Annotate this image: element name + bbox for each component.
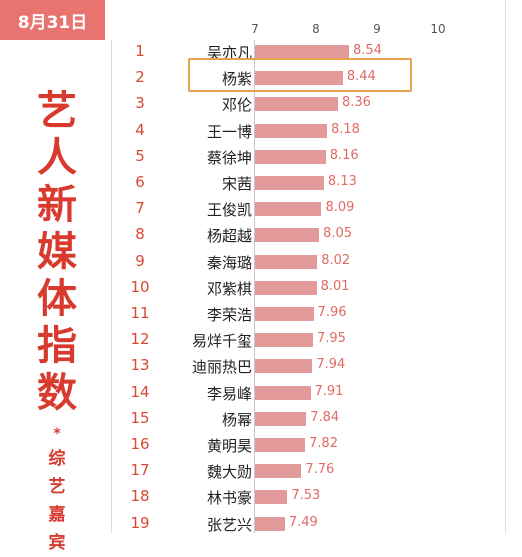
side-title-char: 媒 <box>37 229 77 275</box>
rank-number: 5 <box>135 146 145 165</box>
bar <box>255 385 311 400</box>
category-label: 林书豪 <box>206 489 252 508</box>
bar <box>255 71 343 86</box>
x-tick-label: 7 <box>251 22 259 36</box>
category-label: 蔡徐坤 <box>206 148 252 167</box>
x-tick-label: 9 <box>373 22 381 36</box>
rank-number: 1 <box>135 42 145 60</box>
category-label: 邓伦 <box>221 96 252 115</box>
category-label: 王一博 <box>206 122 252 141</box>
value-label: 7.91 <box>314 383 344 399</box>
value-label: 8.13 <box>327 174 357 189</box>
value-label: 7.84 <box>310 409 340 425</box>
category-label: 宋茜 <box>221 175 252 193</box>
value-label: 8.09 <box>325 200 355 216</box>
category-label: 邓紫棋 <box>206 279 252 298</box>
side-subtitle-char: 嘉 <box>48 505 66 525</box>
rank-number: 7 <box>135 199 145 218</box>
side-subtitle-char: 综 <box>48 449 66 469</box>
highlight-box <box>188 58 412 92</box>
bar <box>255 464 302 479</box>
rank-number: 16 <box>130 435 150 453</box>
bar <box>255 280 317 295</box>
category-label: 秦海璐 <box>206 253 252 272</box>
value-label: 7.96 <box>317 305 347 320</box>
value-label: 7.95 <box>316 331 346 347</box>
value-label: 7.94 <box>316 357 346 373</box>
bar <box>255 307 314 321</box>
x-tick-label: 8 <box>312 22 320 36</box>
rank-number: 17 <box>130 461 150 480</box>
rank-number: 19 <box>130 513 150 532</box>
value-label: 8.18 <box>330 121 360 137</box>
rank-number: 10 <box>130 277 150 296</box>
date-badge: 8月31日 <box>0 0 105 40</box>
category-label: 王俊凯 <box>206 201 252 220</box>
bar <box>255 438 306 452</box>
value-label: 7.53 <box>291 488 321 504</box>
category-label: 吴亦凡 <box>206 44 252 62</box>
rank-number: 11 <box>130 304 150 322</box>
side-title-char: 艺 <box>37 88 77 134</box>
value-label: 7.49 <box>288 514 318 530</box>
right-border <box>505 0 506 533</box>
rank-number: 9 <box>135 251 145 270</box>
bar <box>255 45 349 59</box>
value-label: 8.44 <box>346 69 376 85</box>
value-label: 8.05 <box>323 226 352 242</box>
value-label: 8.54 <box>352 43 382 58</box>
side-title-char: 新 <box>37 182 77 228</box>
bar <box>255 149 326 164</box>
divider <box>111 40 112 533</box>
category-label: 李荣浩 <box>206 306 252 324</box>
side-subtitle-char: 宾 <box>48 533 66 553</box>
bar <box>255 359 313 374</box>
rank-number: 2 <box>135 68 145 87</box>
side-subtitle-char: 艺 <box>48 477 66 497</box>
value-label: 7.76 <box>305 462 335 478</box>
x-tick-label: 10 <box>430 22 446 36</box>
side-title: 艺人新媒体指数 * 综艺嘉宾 <box>25 88 89 557</box>
rank-number: 6 <box>135 173 145 191</box>
category-label: 杨超越 <box>206 227 252 246</box>
bar <box>255 123 327 138</box>
rank-number: 14 <box>130 382 150 401</box>
category-label: 李易峰 <box>206 384 252 403</box>
bar <box>255 228 320 243</box>
category-label: 张艺兴 <box>206 515 252 534</box>
rank-number: 18 <box>130 487 150 506</box>
value-label: 8.02 <box>321 252 351 268</box>
rank-number: 8 <box>135 225 145 244</box>
bar <box>255 97 338 112</box>
side-title-mark: * <box>53 426 61 442</box>
category-label: 杨幂 <box>221 410 252 429</box>
category-label: 魏大勋 <box>206 463 252 482</box>
bar <box>255 333 313 348</box>
side-title-char: 体 <box>37 276 77 322</box>
rank-number: 12 <box>130 330 150 349</box>
bar <box>255 516 285 531</box>
value-label: 8.01 <box>320 278 350 294</box>
category-label: 易烊千玺 <box>191 332 252 351</box>
category-label: 黄明昊 <box>206 437 252 455</box>
category-label: 迪丽热巴 <box>191 358 252 377</box>
rank-number: 3 <box>135 94 145 113</box>
value-label: 8.36 <box>341 95 371 111</box>
side-title-char: 数 <box>37 370 77 416</box>
bar <box>255 202 322 217</box>
value-label: 7.82 <box>309 436 338 451</box>
bar <box>255 411 307 426</box>
value-label: 8.16 <box>329 147 359 163</box>
rank-number: 13 <box>130 356 150 375</box>
rank-number: 4 <box>135 120 145 139</box>
category-label: 杨紫 <box>221 70 252 89</box>
bar <box>255 490 288 505</box>
side-title-char: 指 <box>37 323 77 369</box>
side-title-char: 人 <box>37 135 77 181</box>
rank-number: 15 <box>130 408 150 427</box>
bar <box>255 254 318 269</box>
bar <box>255 176 324 190</box>
x-axis-baseline <box>254 40 255 533</box>
